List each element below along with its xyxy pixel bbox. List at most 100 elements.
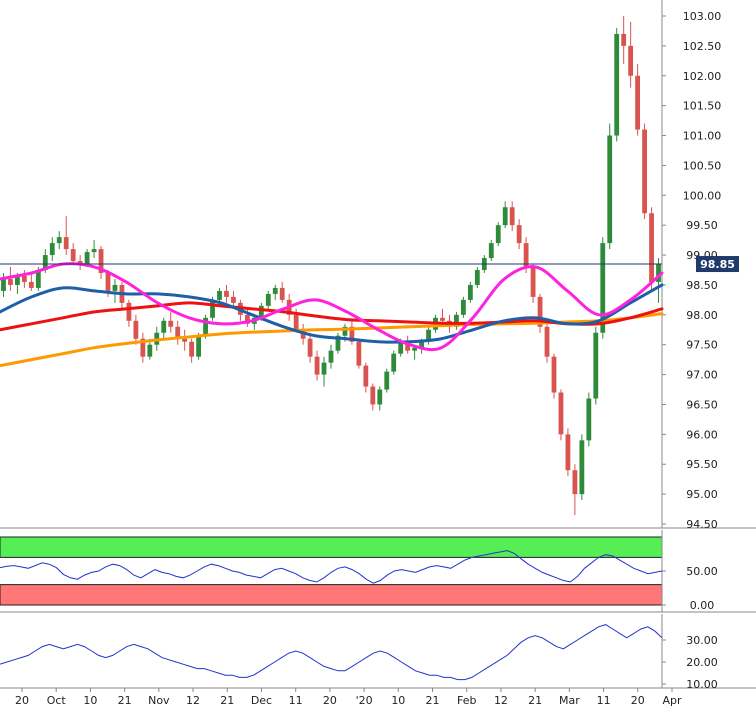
candle-body: [335, 335, 341, 351]
candle-body: [217, 290, 222, 300]
candle-body: [224, 290, 229, 297]
candle-body: [544, 326, 550, 357]
x-tick-label: 20: [15, 694, 29, 707]
candle-body: [231, 296, 236, 303]
candle-body: [509, 207, 515, 226]
candle-body: [551, 356, 557, 393]
main-y-tick-label: 101.00: [683, 130, 722, 143]
candle-body: [572, 470, 578, 495]
x-tick-label: Nov: [148, 694, 170, 707]
candle-body: [258, 305, 264, 318]
candle-body: [342, 326, 348, 336]
candle-body: [412, 347, 418, 351]
x-axis: 20 Oct 10 21 Nov 12 21 Dec 11 20 '20 10 21 Feb 12 21 Mar…: [15, 688, 682, 707]
candle-body: [405, 341, 411, 351]
main-y-tick-label: 94.50: [686, 518, 718, 531]
x-tick-label: Feb: [457, 694, 476, 707]
candle-body: [635, 75, 641, 130]
candle-body: [461, 299, 466, 315]
last-price-label: 98.85: [700, 258, 735, 271]
candle-body: [384, 371, 390, 390]
candle-body: [77, 261, 83, 265]
candle-body: [15, 275, 20, 285]
rsi-y-tick-label: 50.00: [686, 565, 718, 578]
main-y-tick-label: 98.00: [686, 309, 718, 322]
adx-y-tick-label: 20.00: [686, 656, 718, 669]
x-tick-label: Apr: [662, 694, 682, 707]
candle-body: [49, 243, 55, 256]
candle-body: [98, 249, 104, 273]
candle-body: [307, 338, 313, 357]
candle-body: [370, 386, 376, 405]
candle-body: [474, 270, 480, 285]
main-y-tick-label: 102.00: [683, 70, 722, 83]
x-tick-label: 21: [118, 694, 132, 707]
candle-body: [426, 329, 431, 342]
x-tick-label: 21: [426, 694, 440, 707]
candle-body: [495, 225, 501, 244]
x-tick-label: 20: [631, 694, 645, 707]
candle-body: [614, 33, 620, 136]
candle-body: [175, 326, 181, 339]
main-y-tick-label: 99.50: [686, 219, 718, 232]
main-y-tick-label: 97.50: [686, 339, 718, 352]
candle-body: [112, 284, 118, 291]
candle-body: [168, 320, 174, 327]
main-y-tick-label: 95.50: [686, 458, 718, 471]
main-y-tick-label: 101.50: [683, 100, 722, 113]
candle-body: [649, 213, 654, 282]
candle-body: [133, 320, 139, 339]
candle-body: [586, 398, 592, 441]
last-price-badge: [696, 256, 739, 273]
candle-body: [579, 440, 585, 495]
candle-body: [502, 207, 508, 226]
adx-line: [0, 624, 663, 681]
candle-body: [70, 249, 76, 262]
candle-body: [279, 287, 285, 300]
candle-body: [147, 344, 153, 357]
candle-body: [28, 281, 34, 288]
x-tick-label: 12: [494, 694, 508, 707]
x-tick-label: 21: [528, 694, 542, 707]
candle-body: [244, 314, 250, 324]
candle-body: [105, 272, 111, 291]
candle-body: [537, 296, 543, 327]
candle-body: [642, 129, 647, 214]
candle-body: [196, 335, 201, 357]
x-tick-label: 10: [83, 694, 97, 707]
x-tick-label: '20: [356, 694, 373, 707]
candle-body: [272, 287, 278, 294]
main-y-tick-label: 103.00: [683, 10, 722, 23]
main-y-tick-label: 102.50: [683, 40, 722, 53]
rsi-overbought-zone: [0, 536, 663, 558]
candle-body: [530, 267, 536, 297]
candle-body: [210, 299, 215, 318]
candle-body: [467, 284, 473, 300]
candle-body: [440, 317, 445, 321]
candle-body: [265, 293, 271, 306]
x-tick-label: Dec: [251, 694, 272, 707]
candle-body: [398, 341, 404, 354]
x-tick-label: 12: [186, 694, 200, 707]
rsi-y-tick-label: 0.00: [690, 599, 715, 612]
rsi-oversold-zone: [0, 584, 663, 606]
main-y-tick-label: 96.50: [686, 398, 718, 411]
main-y-tick-label: 100.50: [683, 159, 722, 172]
candle-body: [35, 270, 41, 288]
main-y-tick-label: 97.00: [686, 369, 718, 382]
main-y-tick-label: 100.00: [683, 189, 722, 202]
candle-body: [523, 243, 529, 268]
adx-y-tick-label: 30.00: [686, 634, 718, 647]
candle-body: [377, 389, 383, 405]
candle-body: [600, 243, 606, 333]
x-tick-label: 20: [323, 694, 337, 707]
candle-body: [349, 326, 355, 342]
candle-body: [161, 320, 167, 333]
candle-body: [419, 341, 424, 348]
candle-body: [391, 353, 397, 372]
candle-body: [21, 275, 27, 282]
candle-body: [314, 356, 320, 375]
main-price-pane: 94.50 95.00 95.50 96.00 96.50 97.00 97.50 98.00…: [0, 0, 756, 531]
candle-body: [1, 278, 6, 291]
